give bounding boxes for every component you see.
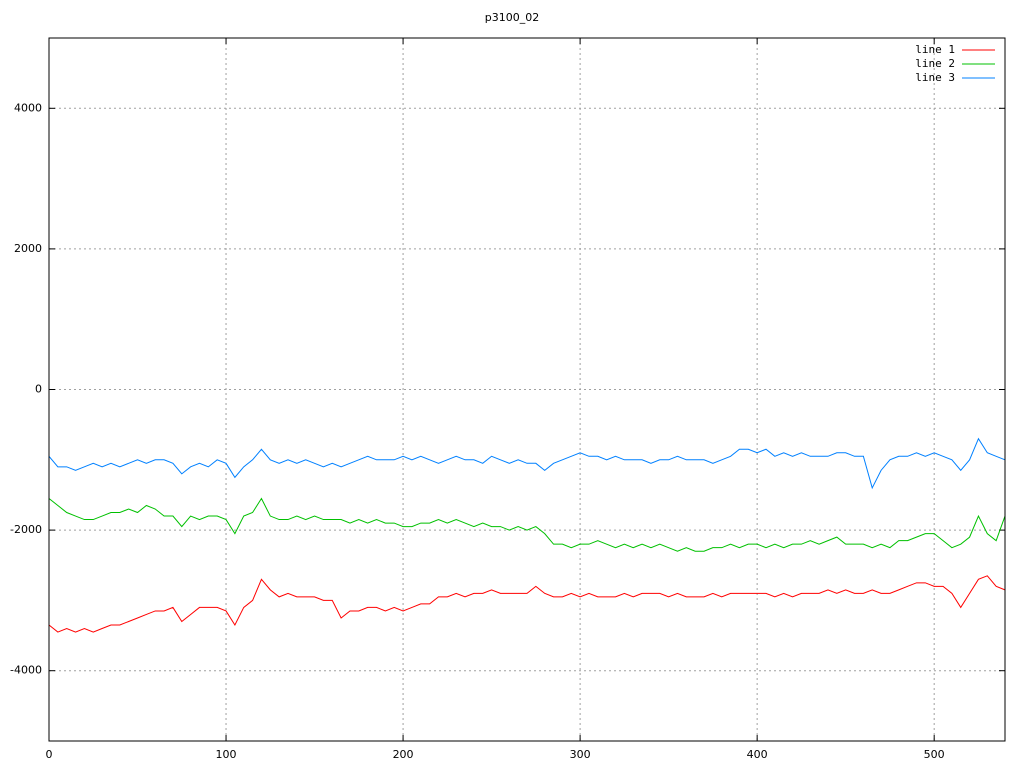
y-tick-label: -4000	[10, 664, 42, 677]
series-line	[48, 575, 1006, 633]
x-tick-label: 100	[216, 748, 237, 761]
y-tick-label: 2000	[14, 242, 42, 255]
x-tick-label: 200	[393, 748, 414, 761]
y-tick-label: 0	[35, 383, 42, 396]
y-tick-label: -2000	[10, 523, 42, 536]
y-tick-label: 4000	[14, 101, 42, 114]
legend-label: line 2	[915, 57, 955, 70]
chart-title: p3100_02	[485, 11, 539, 24]
x-tick-label: 400	[747, 748, 768, 761]
series-line	[48, 497, 1006, 552]
x-tick-label: 300	[570, 748, 591, 761]
plot-border	[48, 37, 1006, 742]
legend-label: line 3	[915, 71, 955, 84]
legend-label: line 1	[915, 43, 955, 56]
x-tick-label: 0	[46, 748, 53, 761]
x-tick-label: 500	[924, 748, 945, 761]
series-line	[48, 437, 1006, 490]
